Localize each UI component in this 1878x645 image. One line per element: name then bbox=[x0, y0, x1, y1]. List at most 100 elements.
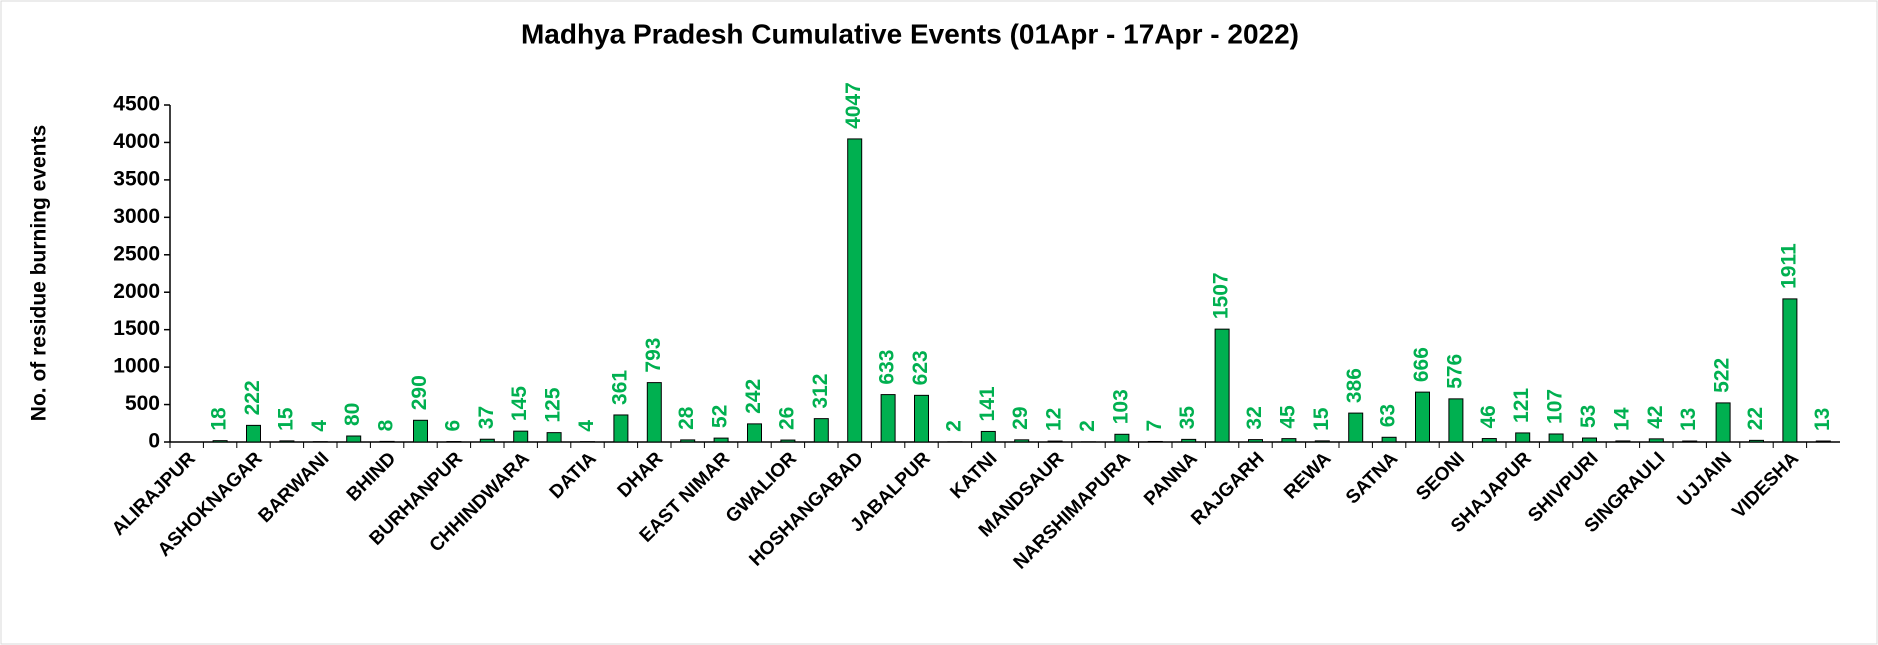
bar bbox=[1582, 437, 1597, 443]
data-label: 4 bbox=[575, 420, 598, 432]
data-label: 121 bbox=[1510, 388, 1533, 423]
bar bbox=[1314, 440, 1330, 443]
data-label: 4047 bbox=[842, 82, 865, 129]
data-label: 42 bbox=[1644, 405, 1667, 428]
bar bbox=[780, 439, 796, 443]
data-label: 53 bbox=[1577, 405, 1600, 428]
bar bbox=[1815, 440, 1831, 443]
y-tick-label: 2500 bbox=[113, 242, 160, 265]
bar bbox=[646, 382, 662, 443]
data-label: 2 bbox=[1076, 420, 1099, 432]
data-label: 145 bbox=[508, 386, 531, 421]
y-tick-label: 0 bbox=[148, 430, 160, 453]
data-label: 15 bbox=[274, 407, 297, 431]
y-tick-label: 4000 bbox=[113, 130, 160, 153]
data-label: 46 bbox=[1477, 405, 1500, 428]
bar bbox=[379, 440, 395, 443]
data-label: 7 bbox=[1143, 420, 1166, 432]
bar bbox=[1281, 438, 1297, 443]
data-label: 666 bbox=[1410, 347, 1433, 382]
bar bbox=[1381, 436, 1397, 443]
data-label: 141 bbox=[976, 386, 999, 421]
bar bbox=[1348, 412, 1364, 443]
bar bbox=[880, 394, 896, 443]
data-label: 386 bbox=[1343, 368, 1366, 403]
bar bbox=[1014, 439, 1030, 443]
bar bbox=[1682, 440, 1698, 443]
bar bbox=[513, 430, 529, 443]
data-label: 290 bbox=[408, 375, 431, 410]
data-label: 522 bbox=[1711, 358, 1734, 393]
data-label: 22 bbox=[1744, 407, 1767, 430]
bar bbox=[346, 435, 362, 443]
bar bbox=[847, 138, 863, 443]
data-label: 107 bbox=[1544, 389, 1567, 424]
data-label: 2 bbox=[942, 420, 965, 432]
bar bbox=[546, 432, 562, 443]
y-tick-label: 4500 bbox=[113, 93, 160, 116]
data-label: 633 bbox=[876, 350, 899, 385]
y-tick-label: 1000 bbox=[113, 355, 160, 378]
bar bbox=[1648, 438, 1664, 443]
data-label: 1507 bbox=[1210, 272, 1233, 319]
data-label: 52 bbox=[709, 405, 732, 428]
bar bbox=[1114, 433, 1130, 443]
data-label: 312 bbox=[809, 374, 832, 409]
bar bbox=[813, 418, 829, 443]
y-tick-label: 3500 bbox=[113, 167, 160, 190]
data-label: 103 bbox=[1109, 389, 1132, 424]
data-label: 29 bbox=[1009, 406, 1032, 429]
bar bbox=[212, 440, 228, 443]
data-label: 4 bbox=[308, 420, 331, 432]
bar bbox=[1548, 433, 1564, 443]
y-tick-label: 500 bbox=[125, 392, 160, 415]
bar bbox=[1047, 440, 1063, 443]
bar bbox=[413, 419, 428, 443]
bar bbox=[1715, 402, 1731, 443]
data-label: 623 bbox=[909, 350, 932, 385]
data-label: 242 bbox=[742, 379, 765, 414]
bar bbox=[1749, 439, 1764, 443]
bar bbox=[1147, 440, 1163, 443]
data-label: 8 bbox=[375, 419, 398, 431]
bar bbox=[1415, 391, 1430, 443]
bar bbox=[1248, 439, 1263, 443]
y-tick-label: 3000 bbox=[113, 205, 160, 228]
bar bbox=[1181, 438, 1197, 443]
data-label: 6 bbox=[441, 420, 464, 432]
bar bbox=[1214, 328, 1230, 443]
bar bbox=[680, 439, 696, 443]
chart-title: Madhya Pradesh Cumulative Events (01Apr … bbox=[521, 18, 1299, 49]
data-label: 361 bbox=[608, 370, 631, 405]
data-label: 13 bbox=[1811, 408, 1834, 431]
data-label: 793 bbox=[642, 338, 665, 373]
bar bbox=[1448, 398, 1464, 443]
data-label: 32 bbox=[1243, 406, 1266, 429]
data-label: 28 bbox=[675, 406, 698, 430]
data-label: 80 bbox=[341, 403, 364, 426]
y-tick-label: 2000 bbox=[113, 280, 160, 303]
bar bbox=[613, 414, 629, 443]
bar bbox=[479, 438, 495, 443]
data-label: 14 bbox=[1610, 407, 1633, 431]
y-tick-label: 1500 bbox=[113, 317, 160, 340]
bar bbox=[279, 440, 295, 443]
data-label: 222 bbox=[241, 380, 264, 415]
data-label: 18 bbox=[208, 407, 231, 431]
bar bbox=[1481, 438, 1497, 443]
data-label: 13 bbox=[1677, 408, 1700, 431]
data-label: 1911 bbox=[1777, 243, 1800, 289]
bar bbox=[246, 424, 261, 443]
data-label: 12 bbox=[1043, 408, 1066, 431]
data-label: 37 bbox=[475, 406, 498, 429]
data-label: 26 bbox=[775, 407, 798, 430]
data-label: 63 bbox=[1377, 404, 1400, 427]
bar bbox=[914, 394, 929, 443]
bar bbox=[1515, 432, 1531, 443]
bar bbox=[1782, 298, 1798, 443]
bar bbox=[1615, 440, 1631, 443]
bar bbox=[747, 423, 762, 443]
data-label: 15 bbox=[1310, 407, 1333, 431]
